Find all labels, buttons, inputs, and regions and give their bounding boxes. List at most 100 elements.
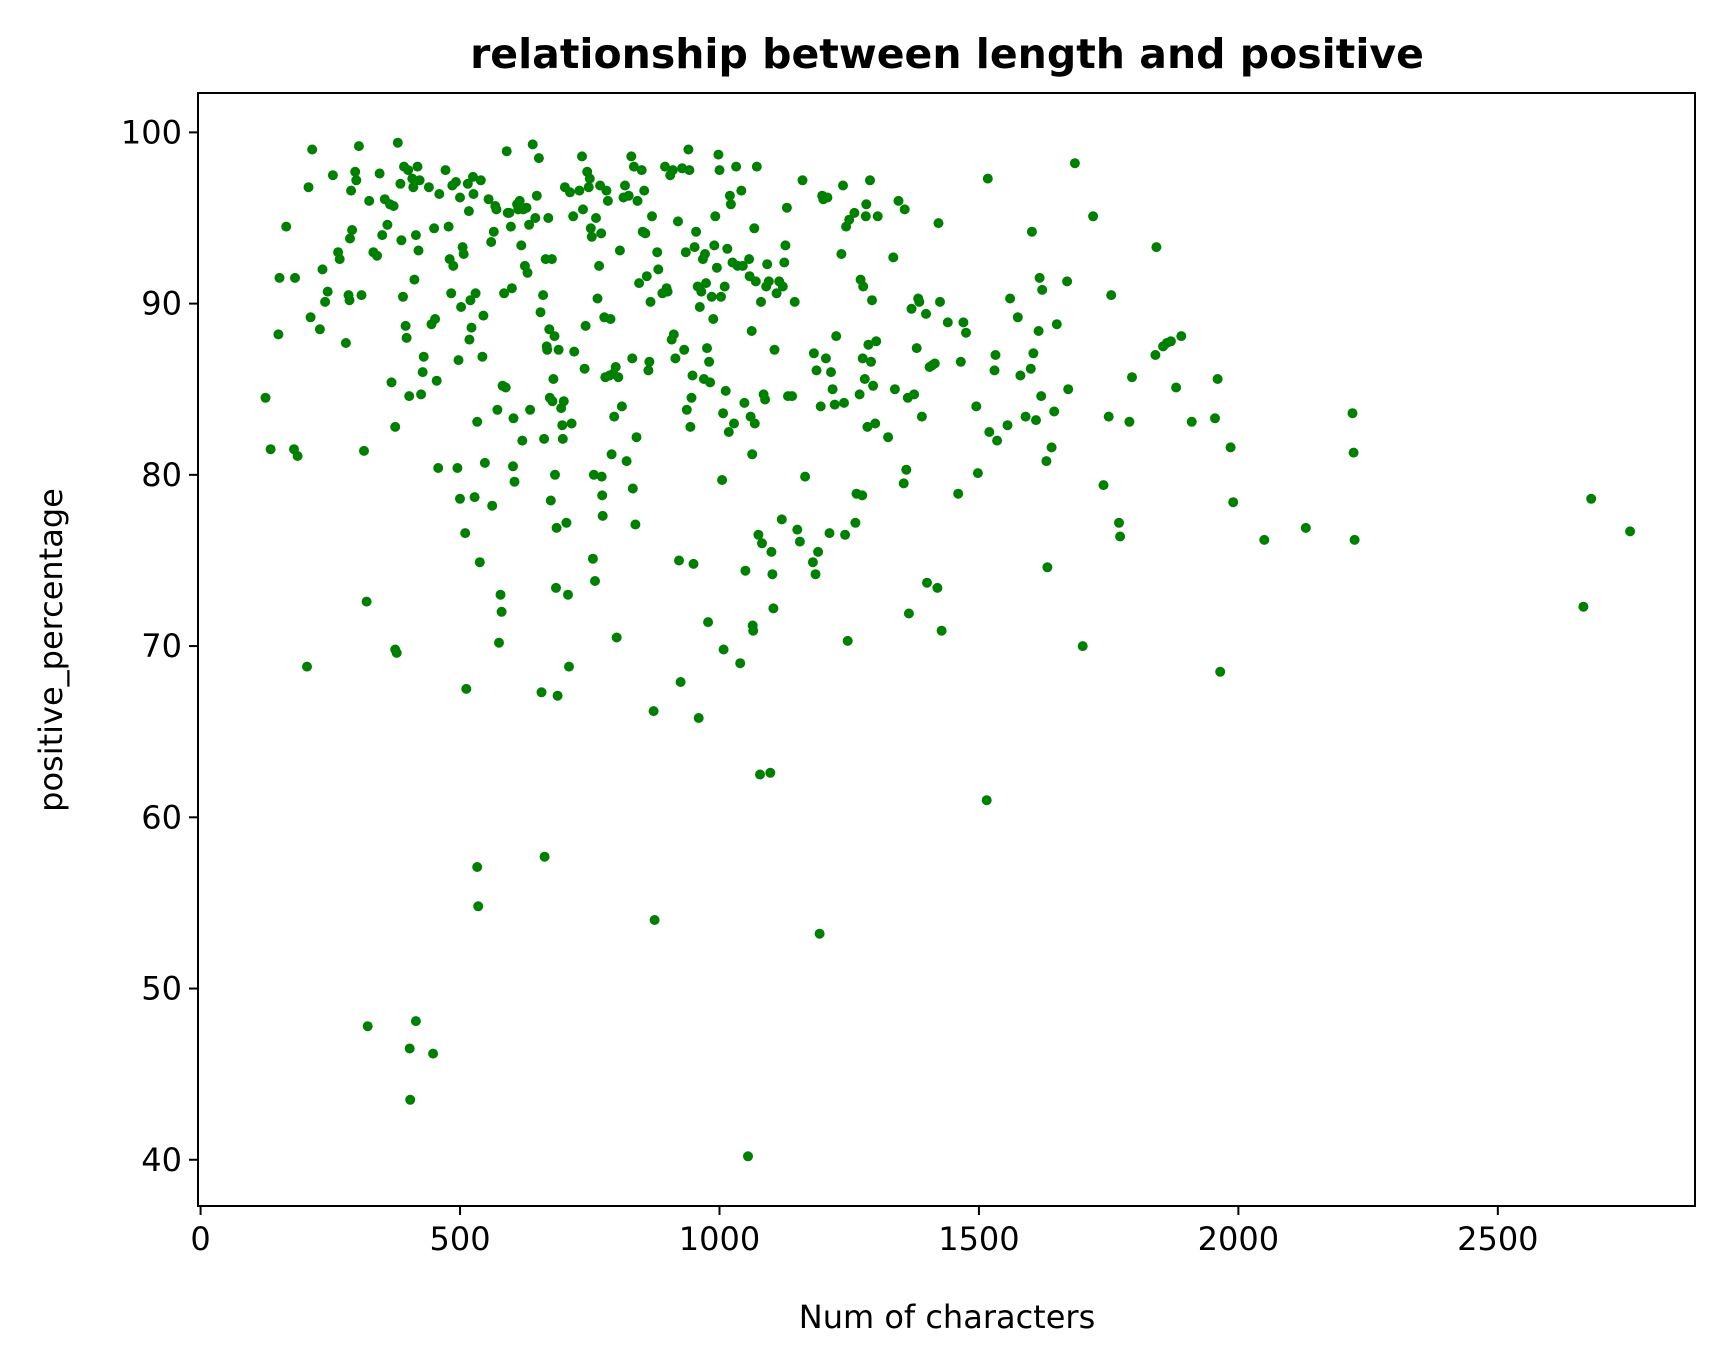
data-point: [630, 519, 641, 530]
data-point: [961, 327, 971, 338]
data-point: [1069, 158, 1080, 169]
data-point: [714, 165, 725, 176]
data-point: [744, 254, 755, 265]
data-point: [1176, 331, 1187, 342]
data-point: [596, 228, 607, 239]
data-point: [491, 204, 502, 215]
data-point: [718, 644, 729, 655]
data-point: [391, 647, 402, 658]
data-point: [632, 195, 643, 206]
data-point: [522, 267, 533, 278]
data-point: [403, 165, 414, 176]
data-point: [433, 463, 444, 473]
data-point: [508, 461, 518, 472]
data-point: [525, 404, 536, 415]
data-point: [743, 1151, 753, 1162]
data-point: [972, 468, 983, 479]
data-point: [423, 182, 434, 193]
data-point: [694, 302, 705, 312]
data-point: [377, 230, 388, 241]
data-point: [757, 538, 767, 549]
data-point: [552, 690, 563, 701]
data-point: [756, 296, 766, 307]
data-point: [531, 190, 542, 201]
data-point: [265, 444, 276, 455]
data-point: [703, 617, 714, 628]
data-point: [1028, 348, 1039, 359]
data-point: [737, 260, 748, 271]
data-point: [673, 216, 683, 227]
data-point: [936, 625, 947, 636]
data-point: [687, 370, 698, 381]
data-point: [750, 276, 761, 287]
data-point: [670, 353, 681, 364]
data-point: [542, 344, 553, 355]
data-point: [868, 380, 879, 391]
data-point: [462, 178, 473, 189]
data-point: [1215, 666, 1226, 677]
data-point: [811, 365, 822, 376]
data-point: [1225, 442, 1236, 453]
data-point: [675, 677, 686, 687]
data-point: [351, 175, 362, 186]
data-point: [290, 272, 300, 283]
data-point: [1051, 319, 1062, 330]
data-point: [464, 334, 475, 345]
data-point: [1210, 413, 1220, 424]
data-point: [539, 433, 550, 444]
data-point: [1348, 447, 1359, 458]
data-point: [472, 862, 483, 872]
y-tick-label: 70: [141, 627, 182, 665]
data-point: [317, 264, 328, 275]
data-point: [653, 264, 664, 275]
data-point: [1077, 641, 1088, 652]
data-point: [701, 278, 711, 289]
x-tick-label: 1000: [679, 1220, 760, 1258]
data-point: [583, 182, 594, 193]
data-point: [429, 223, 440, 234]
data-point: [1103, 411, 1114, 422]
data-point: [388, 201, 399, 211]
data-point: [469, 492, 480, 503]
y-axis: 40 50 60 70 80 90 100: [121, 113, 198, 1179]
data-point: [717, 475, 728, 485]
data-point: [404, 391, 415, 402]
data-point: [955, 356, 966, 367]
data-point: [543, 213, 554, 223]
data-point: [478, 310, 489, 321]
data-point: [814, 928, 825, 939]
data-point: [1026, 226, 1037, 237]
data-point: [409, 274, 420, 285]
data-point: [597, 510, 608, 521]
data-point: [417, 367, 428, 378]
data-point: [400, 320, 411, 331]
data-point: [1049, 406, 1060, 417]
y-tick-label: 60: [141, 798, 182, 836]
data-point: [643, 365, 654, 376]
data-point: [767, 569, 778, 580]
data-point: [710, 211, 721, 222]
data-point: [1150, 350, 1161, 360]
data-point: [899, 204, 910, 215]
data-point: [981, 795, 992, 806]
data-point: [747, 449, 758, 460]
data-point: [751, 161, 762, 172]
data-point: [708, 314, 719, 324]
y-axis-label: positive_percentage: [32, 488, 70, 812]
data-point: [839, 397, 849, 408]
data-point: [827, 384, 838, 395]
data-point: [844, 214, 855, 225]
data-point: [390, 421, 401, 432]
data-point: [588, 469, 599, 480]
data-point: [862, 421, 873, 432]
data-point: [660, 161, 670, 172]
data-point: [452, 463, 463, 473]
data-point: [548, 374, 559, 384]
data-point: [340, 338, 351, 348]
data-point: [566, 418, 577, 429]
data-point: [614, 245, 625, 256]
data-point: [327, 170, 338, 181]
data-point: [683, 144, 694, 155]
data-point: [530, 213, 541, 223]
data-point: [815, 401, 826, 412]
